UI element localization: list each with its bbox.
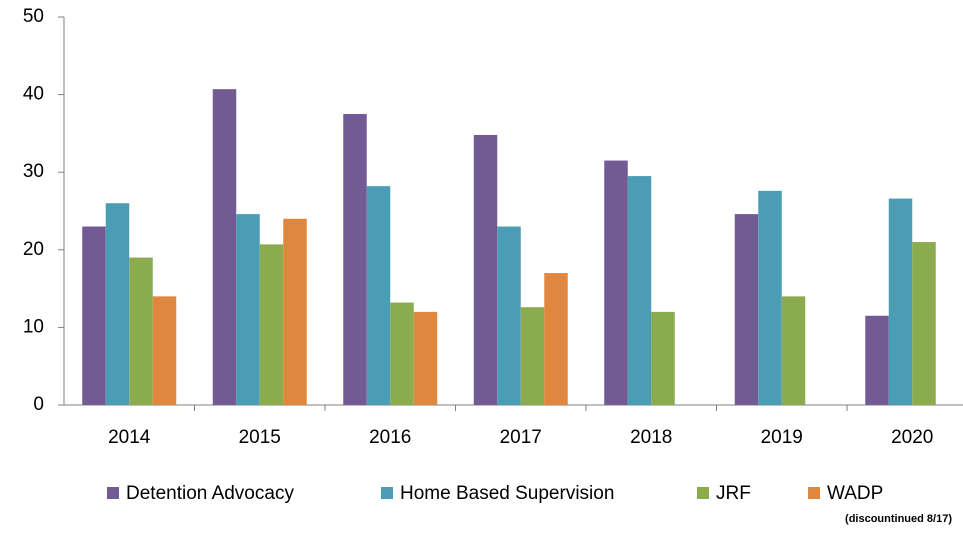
bar: [520, 307, 545, 405]
bar: [781, 296, 806, 405]
bar: [734, 214, 759, 405]
x-tick-label: 2018: [630, 427, 672, 448]
y-tick-label: 50: [23, 6, 44, 27]
legend-label: Detention Advocacy: [126, 483, 294, 504]
legend-label: JRF: [716, 483, 751, 504]
bar: [651, 311, 675, 405]
bar: [129, 257, 153, 405]
y-tick-label: 30: [23, 161, 44, 182]
bar: [497, 226, 521, 405]
bar: [283, 218, 307, 405]
bar: [473, 134, 498, 405]
bar: [152, 296, 177, 405]
y-tick-label: 40: [23, 84, 44, 105]
bar: [758, 190, 782, 405]
bar: [865, 315, 889, 405]
y-tick-label: 0: [33, 394, 44, 415]
x-tick-label: 2017: [500, 427, 542, 448]
bar: [390, 302, 414, 405]
bar: [366, 186, 391, 405]
bar: [604, 160, 628, 405]
bar: [627, 176, 652, 405]
legend-swatch: [381, 487, 393, 499]
y-tick-label: 20: [23, 239, 44, 260]
bar: [259, 244, 284, 405]
bar: [212, 89, 237, 405]
y-tick-label: 10: [23, 316, 44, 337]
x-tick-label: 2020: [891, 427, 933, 448]
bar: [888, 198, 913, 405]
x-tick-label: 2019: [761, 427, 803, 448]
bar: [105, 203, 130, 405]
bar: [413, 311, 438, 405]
legend-swatch: [808, 487, 820, 499]
x-tick-label: 2014: [108, 427, 151, 448]
bar: [236, 214, 260, 405]
bar: [544, 273, 568, 405]
x-tick-label: 2015: [239, 427, 281, 448]
legend-note: (discountinued 8/17): [845, 513, 952, 525]
x-tick-label: 2016: [369, 427, 411, 448]
legend-label: Home Based Supervision: [400, 483, 614, 504]
bar: [343, 114, 367, 405]
legend-swatch: [107, 487, 119, 499]
legend-label: WADP: [827, 483, 883, 504]
legend-swatch: [697, 487, 709, 499]
bar: [82, 226, 106, 405]
bar: [912, 242, 936, 405]
